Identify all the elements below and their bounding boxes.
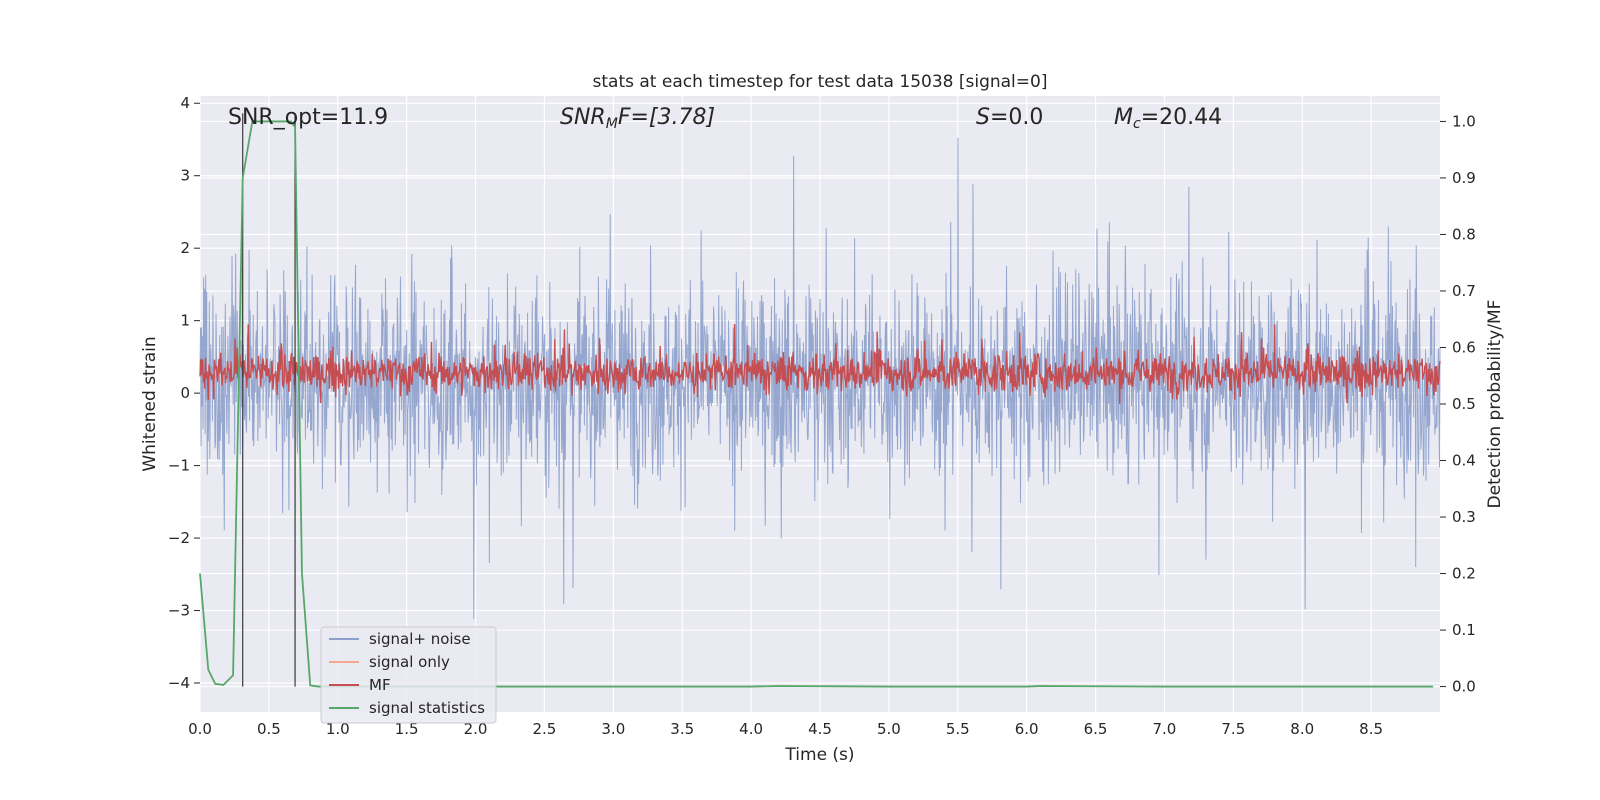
annotation-s-value: =0.0 [990, 105, 1043, 130]
annotation-snr-mf: SNRMF=[3.78] [560, 105, 715, 132]
x-tick-label: 3.0 [601, 720, 625, 738]
x-tick-label: 4.5 [808, 720, 832, 738]
y-tick-label: 2 [180, 239, 190, 257]
series-signal-statistics [199, 120, 1434, 688]
y-tick-label: −2 [168, 529, 190, 547]
y-tick-label: −1 [168, 457, 190, 475]
annotation-s: S=0.0 [976, 105, 1043, 130]
chart-title: stats at each timestep for test data 150… [593, 72, 1048, 92]
signal-statistics-line [199, 120, 1434, 688]
x-tick-label: 6.0 [1015, 720, 1039, 738]
mf-line [199, 324, 1441, 405]
x-tick-label: 0.0 [188, 720, 212, 738]
y2-axis-title: Detection probability/MF [1485, 300, 1505, 509]
x-axis-title: Time (s) [784, 745, 854, 765]
signal-noise-line [199, 137, 1441, 620]
y-tick-label: 0 [180, 384, 190, 402]
x-tick-label: 3.5 [670, 720, 694, 738]
y2-tick-label: 0.1 [1452, 621, 1476, 639]
annotation-snr-mf-sub: M [606, 116, 618, 132]
y2-tick-label: 0.4 [1452, 452, 1476, 470]
series-mf [199, 324, 1441, 405]
y2-tick-label: 0.6 [1452, 338, 1476, 356]
annotation-s-label: S [976, 105, 990, 130]
x-tick-label: 2.0 [464, 720, 488, 738]
legend-label-signal-statistics: signal statistics [369, 699, 485, 717]
x-tick-label: 0.5 [257, 720, 281, 738]
y2-tick-label: 0.9 [1452, 169, 1476, 187]
annotation-mc-label: M [1114, 105, 1133, 130]
annotation-mc-value: =20.44 [1141, 105, 1222, 130]
y2-tick-label: 0.8 [1452, 225, 1476, 243]
x-tick-label: 5.5 [946, 720, 970, 738]
series-signal-noise [199, 137, 1441, 620]
legend-label-signal-only: signal only [369, 653, 450, 671]
y2-tick-label: 1.0 [1452, 112, 1476, 130]
y-axis-ticks: 4 3 2 1 0 −1 −2 −3 −4 [168, 94, 200, 692]
annotation-mc: Mc=20.44 [1114, 105, 1222, 132]
y-tick-label: 4 [180, 94, 190, 112]
legend: signal+ noise signal only MF signal stat… [320, 626, 497, 724]
x-axis-ticks: 0.0 0.5 1.0 1.5 2.0 2.5 3.0 3.5 4.0 4.5 5.0 5.5 6.0 6… [188, 720, 1383, 738]
y-tick-label: −4 [168, 674, 190, 692]
x-tick-label: 1.5 [395, 720, 419, 738]
x-tick-label: 8.5 [1359, 720, 1383, 738]
annotation-mc-sub: c [1133, 116, 1141, 132]
x-tick-label: 7.5 [1221, 720, 1245, 738]
x-tick-label: 5.0 [877, 720, 901, 738]
y2-tick-label: 0.7 [1452, 282, 1476, 300]
y2-tick-label: 0.0 [1452, 678, 1476, 696]
y-tick-label: −3 [168, 602, 190, 620]
x-tick-label: 4.0 [739, 720, 763, 738]
x-tick-label: 8.0 [1290, 720, 1314, 738]
legend-box [320, 626, 497, 724]
x-tick-label: 7.0 [1153, 720, 1177, 738]
x-tick-label: 2.5 [533, 720, 557, 738]
y2-tick-label: 0.3 [1452, 508, 1476, 526]
x-tick-label: 1.0 [326, 720, 350, 738]
y-tick-label: 3 [180, 167, 190, 185]
y2-tick-label: 0.5 [1452, 395, 1476, 413]
annotation-snr-opt: SNR_opt=11.9 [228, 105, 388, 130]
annotation-snr-mf-label: SNR [560, 105, 606, 130]
y2-axis-ticks: 1.0 0.9 0.8 0.7 0.6 0.5 0.4 0.3 0.2 0.1 0.0 [1440, 112, 1476, 696]
annotation-snr-mf-value: F=[3.78] [618, 105, 715, 130]
y-axis-title: Whitened strain [140, 336, 160, 471]
legend-label-mf: MF [369, 676, 391, 694]
y-tick-label: 1 [180, 312, 190, 330]
y2-tick-label: 0.2 [1452, 565, 1476, 583]
x-tick-label: 6.5 [1084, 720, 1108, 738]
legend-label-signal-noise: signal+ noise [369, 630, 471, 648]
